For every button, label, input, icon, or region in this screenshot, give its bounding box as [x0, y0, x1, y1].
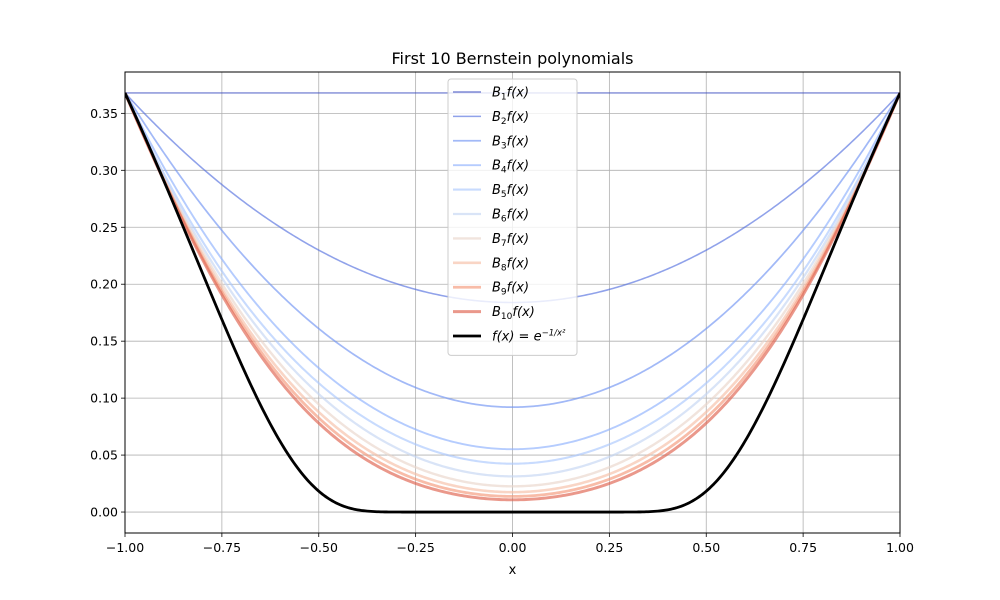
- legend-label: B10f(x): [492, 305, 535, 322]
- legend-label: B5f(x): [492, 183, 529, 200]
- y-tick-label: 0.20: [90, 277, 118, 292]
- legend-label: B1f(x): [492, 86, 529, 103]
- series-line-b4: [125, 92, 900, 451]
- y-tick-label: 0.35: [90, 106, 118, 121]
- y-tick-label: 0.30: [90, 163, 118, 178]
- x-tick-label: 0.25: [595, 540, 623, 555]
- legend-label: B7f(x): [492, 232, 529, 249]
- x-tick-label: 0.50: [692, 540, 720, 555]
- x-tick-label: 0.75: [789, 540, 817, 555]
- series-line-b6: [125, 92, 900, 478]
- series-line-b10: [125, 92, 900, 502]
- legend-label: B6f(x): [492, 208, 529, 225]
- legend-label: B2f(x): [492, 110, 529, 127]
- series-line-b8: [125, 92, 900, 494]
- legend: B1f(x) B2f(x) B3f(x) B4f(x) B5f(x) B6f(x) B7f(…: [447, 78, 578, 356]
- x-tick-label: 1.00: [886, 540, 914, 555]
- chart-title: First 10 Bernstein polynomials: [392, 49, 634, 68]
- series-line-b3: [125, 92, 900, 409]
- x-axis-label: x: [509, 563, 517, 578]
- x-tick-label: −1.00: [106, 540, 144, 555]
- y-tick-label: 0.05: [90, 448, 118, 463]
- series-line-b7: [125, 92, 900, 488]
- x-tick-label: −0.50: [300, 540, 338, 555]
- x-tick-label: −0.75: [203, 540, 241, 555]
- legend-label: f(x) = e−1/x²: [492, 329, 566, 345]
- y-tick-label: 0.25: [90, 220, 118, 235]
- legend-label: B9f(x): [492, 281, 529, 298]
- y-axis: 0.00 0.05 0.10 0.15 0.20 0.25 0.30 0.35: [90, 106, 125, 520]
- x-tick-label: 0.00: [499, 540, 527, 555]
- series-line-function: [125, 92, 900, 514]
- y-tick-label: 0.15: [90, 334, 118, 349]
- legend-label: B4f(x): [492, 159, 529, 176]
- series-line-b9: [125, 92, 900, 498]
- series-line-b5: [125, 92, 900, 465]
- y-tick-label: 0.00: [90, 505, 118, 520]
- legend-label: B3f(x): [492, 134, 529, 151]
- x-axis: −1.00 −0.75 −0.50 −0.25 0.00 0.25 0.50 0.75 1.00: [106, 533, 914, 555]
- y-tick-label: 0.10: [90, 391, 118, 406]
- legend-label: B8f(x): [492, 256, 529, 273]
- x-tick-label: −0.25: [396, 540, 434, 555]
